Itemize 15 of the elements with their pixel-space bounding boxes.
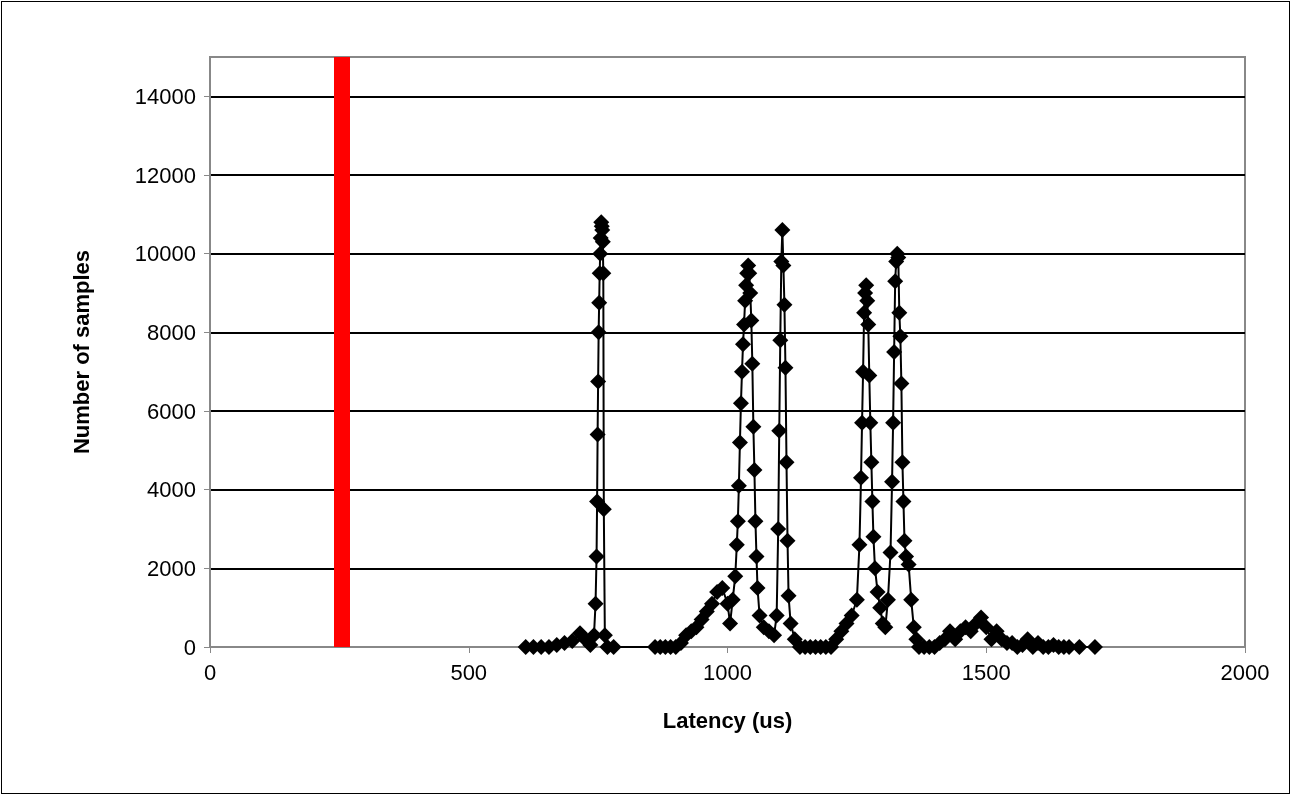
x-tick-label: 1000 <box>703 659 752 685</box>
x-tick-label: 0 <box>203 659 217 685</box>
y-tick-label: 6000 <box>147 398 196 424</box>
x-tick-label: 2000 <box>1220 659 1270 685</box>
y-tick-label: 14000 <box>134 83 196 109</box>
y-tick-label: 4000 <box>147 477 196 503</box>
y-tick-label: 2000 <box>147 555 196 581</box>
y-tick-label: 0 <box>183 634 196 660</box>
y-tick-label: 8000 <box>147 319 196 345</box>
y-tick-label: 12000 <box>134 162 196 188</box>
y-axis-title: Number of samples <box>68 249 94 455</box>
x-axis-title: Latency (us) <box>662 707 793 733</box>
x-tick-label: 500 <box>450 659 488 685</box>
x-tick-label: 1500 <box>961 659 1011 685</box>
y-tick-label: 10000 <box>134 241 196 267</box>
